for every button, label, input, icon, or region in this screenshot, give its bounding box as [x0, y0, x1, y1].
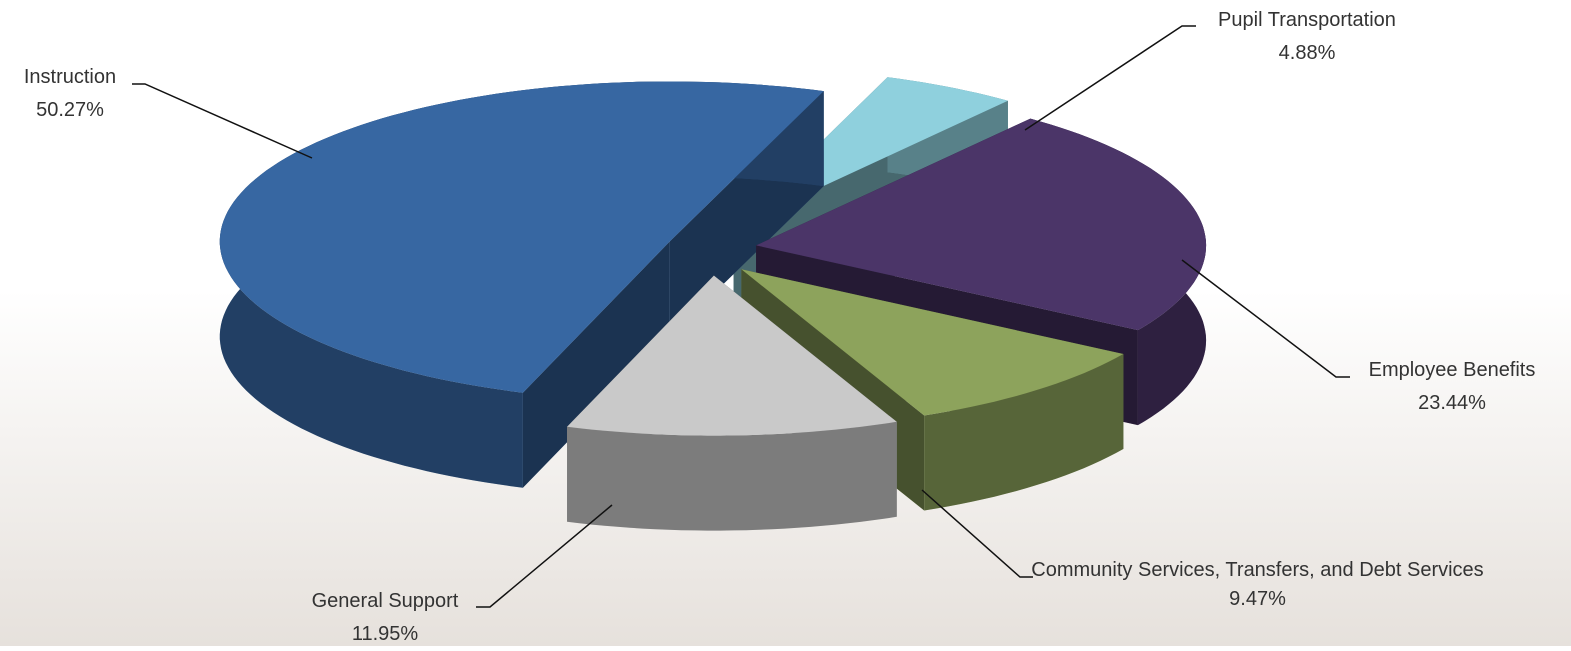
label-value: 23.44%: [1418, 392, 1486, 414]
slice: [567, 275, 897, 436]
label-name: Employee Benefits: [1368, 359, 1536, 381]
data-label: Instruction 50.27%: [0, 61, 140, 127]
label-name: Pupil Transportation: [1218, 9, 1396, 31]
slice: [741, 269, 1124, 416]
label-value: 4.88%: [1278, 42, 1336, 64]
leader-line: [1024, 25, 1196, 131]
slice-side-shade: [924, 354, 1124, 511]
data-label: Pupil Transportation 4.88%: [1197, 4, 1417, 70]
slice-side: [924, 354, 1124, 511]
leader-line: [921, 489, 1033, 578]
label-name: General Support: [311, 590, 459, 612]
slice: [219, 81, 824, 393]
label-name: Community Services, Transfers, and Debt …: [1031, 559, 1484, 581]
leader-line: [476, 504, 613, 608]
label-value: 11.95%: [351, 623, 419, 645]
label-value: 50.27%: [36, 99, 104, 121]
slice-side-shade: [567, 421, 897, 531]
data-label: Community Services, Transfers, and Debt …: [1030, 554, 1485, 616]
leader-lines: [132, 25, 1350, 608]
label-name: Instruction: [23, 66, 117, 88]
slice: [756, 118, 1207, 331]
data-label: General Support 11.95%: [280, 585, 490, 651]
leader-line: [132, 83, 313, 159]
label-value: 9.47%: [1229, 588, 1286, 610]
slice-side-shade: [522, 241, 670, 488]
slice-side: [567, 421, 897, 531]
pie: [219, 77, 1207, 531]
data-label: Employee Benefits 23.44%: [1342, 354, 1562, 420]
leader-line: [1181, 259, 1350, 378]
